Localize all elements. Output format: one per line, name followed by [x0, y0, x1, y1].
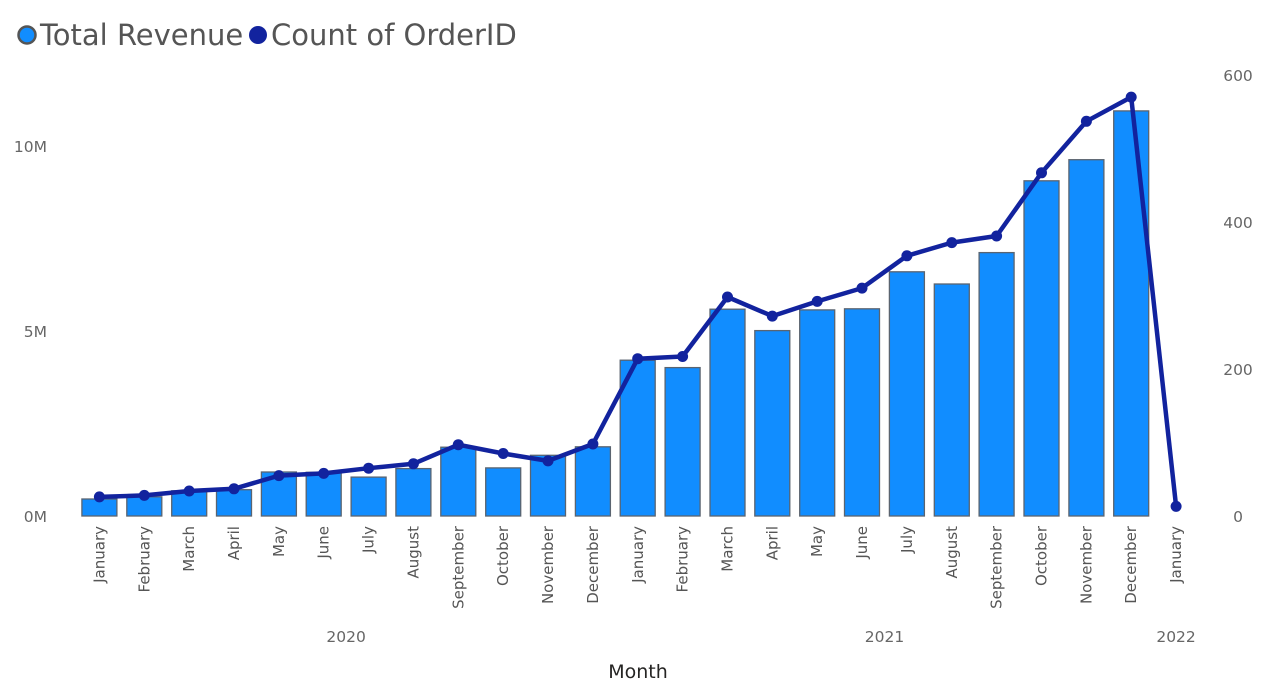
x-month-tick-label: July	[360, 526, 378, 554]
x-axis-year-labels: 2020 2021 2022	[326, 628, 1195, 646]
order-count-point[interactable]	[318, 467, 330, 479]
revenue-bar[interactable]	[440, 446, 477, 517]
order-count-point[interactable]	[1170, 500, 1182, 512]
legend-label-total-revenue: Total Revenue	[39, 18, 243, 52]
order-count-point[interactable]	[811, 295, 823, 307]
revenue-bar[interactable]	[978, 251, 1015, 517]
x-month-tick-label: September	[449, 525, 467, 609]
order-count-point[interactable]	[946, 237, 958, 249]
revenue-bar[interactable]	[933, 283, 970, 517]
order-count-point[interactable]	[183, 485, 195, 497]
order-count-point[interactable]	[452, 439, 464, 451]
legend: Total Revenue Count of OrderID	[17, 18, 517, 52]
x-month-tick-label: September	[988, 525, 1006, 609]
order-count-point[interactable]	[677, 351, 689, 362]
x-month-tick-label: December	[584, 525, 602, 604]
x-month-tick-label: July	[898, 526, 916, 554]
revenue-bar[interactable]	[888, 271, 926, 517]
y-right-tick-label: 400	[1223, 214, 1253, 232]
x-month-tick-label: January	[629, 526, 647, 584]
x-month-tick-label: June	[853, 526, 871, 560]
order-count-point[interactable]	[722, 291, 733, 303]
revenue-bar[interactable]	[664, 366, 701, 517]
order-count-point[interactable]	[766, 310, 778, 322]
order-count-point[interactable]	[93, 491, 105, 503]
x-month-tick-label: November	[539, 525, 557, 604]
order-count-point[interactable]	[901, 250, 913, 262]
order-count-point[interactable]	[856, 282, 868, 294]
revenue-bar[interactable]	[574, 446, 612, 517]
order-count-point[interactable]	[542, 455, 554, 467]
y-right-tick-label: 200	[1223, 361, 1253, 379]
legend-marker-total-revenue	[17, 25, 37, 45]
order-count-point[interactable]	[1080, 115, 1092, 127]
order-count-point[interactable]	[1036, 167, 1047, 179]
x-month-tick-label: February	[674, 526, 692, 593]
x-month-tick-label: August	[943, 526, 961, 579]
x-month-tick-label: October	[494, 525, 512, 586]
revenue-bar[interactable]	[754, 329, 791, 517]
legend-marker-count-of-orderid	[249, 26, 267, 44]
x-month-tick-label: January	[90, 526, 108, 584]
x-month-tick-label: October	[1032, 525, 1050, 586]
x-axis-title: Month	[608, 661, 668, 683]
y-left-tick-label: 5M	[24, 323, 47, 341]
x-year-label: 2022	[1156, 628, 1195, 646]
revenue-bar[interactable]	[1113, 110, 1150, 517]
order-count-line	[93, 91, 1182, 512]
y-right-tick-label: 600	[1223, 67, 1253, 85]
x-month-tick-label: April	[225, 526, 243, 560]
x-month-tick-label: March	[180, 526, 198, 572]
x-month-tick-label: March	[718, 526, 736, 572]
revenue-bar[interactable]	[709, 308, 746, 517]
x-month-tick-label: May	[808, 526, 826, 557]
x-year-label: 2020	[326, 628, 365, 646]
legend-label-count-of-orderid: Count of OrderID	[271, 18, 517, 52]
order-count-point[interactable]	[587, 438, 599, 450]
x-month-tick-label: November	[1077, 525, 1095, 604]
x-month-tick-label: May	[270, 526, 288, 557]
revenue-bars	[81, 110, 1150, 517]
order-count-point[interactable]	[1125, 91, 1137, 103]
revenue-bar[interactable]	[799, 309, 836, 517]
y-left-tick-label: 0M	[24, 508, 47, 526]
revenue-bar[interactable]	[1068, 159, 1105, 517]
revenue-bar[interactable]	[843, 308, 881, 517]
y-axis-right: 0 200 400 600	[1223, 67, 1253, 526]
revenue-bar[interactable]	[1023, 180, 1060, 517]
revenue-bar[interactable]	[395, 467, 432, 517]
x-month-tick-label: April	[763, 526, 781, 560]
order-count-point[interactable]	[991, 230, 1003, 242]
x-month-tick-label: January	[1167, 526, 1185, 584]
revenue-bar[interactable]	[619, 359, 656, 517]
order-count-point[interactable]	[273, 470, 285, 482]
x-month-tick-label: August	[404, 526, 422, 579]
revenue-bar[interactable]	[485, 467, 522, 517]
x-year-label: 2021	[865, 628, 904, 646]
order-count-point[interactable]	[632, 353, 644, 365]
order-count-point[interactable]	[407, 458, 419, 470]
revenue-bar[interactable]	[350, 476, 387, 517]
legend-item-total-revenue[interactable]: Total Revenue	[17, 18, 244, 52]
order-count-point[interactable]	[138, 489, 150, 501]
x-month-tick-label: June	[315, 526, 333, 560]
x-month-tick-label: February	[135, 526, 153, 593]
order-count-point[interactable]	[363, 462, 375, 474]
y-left-tick-label: 10M	[14, 138, 47, 156]
y-right-tick-label: 0	[1233, 508, 1243, 526]
y-axis-left: 0M 5M 10M	[14, 138, 47, 526]
order-count-point[interactable]	[228, 483, 240, 495]
x-axis-month-labels: January February March April May June July Augu…	[90, 525, 1185, 609]
order-count-point[interactable]	[497, 448, 509, 459]
legend-item-count-of-orderid[interactable]: Count of OrderID	[249, 18, 517, 52]
x-month-tick-label: December	[1122, 525, 1140, 604]
